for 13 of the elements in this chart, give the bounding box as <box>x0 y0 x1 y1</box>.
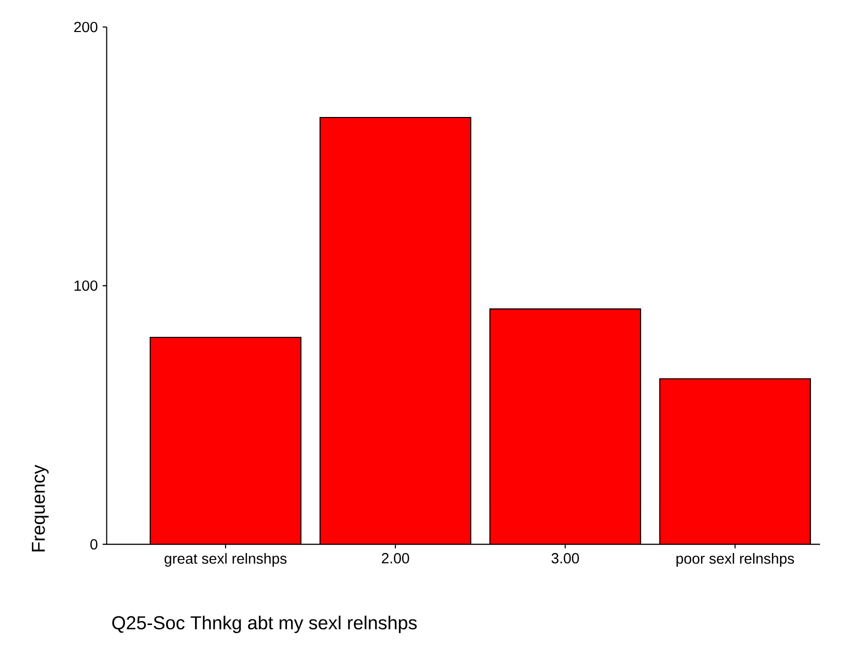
bar <box>490 308 641 544</box>
x-tick-label: 2.00 <box>382 553 410 564</box>
x-tick-label: great sexl relnshps <box>164 553 287 567</box>
y-tick-label: 100 <box>74 280 98 291</box>
y-tick-label: 200 <box>74 22 98 32</box>
bar <box>150 337 301 544</box>
x-axis-title: Q25-Soc Thnkg abt my sexl relnshps <box>112 616 417 634</box>
x-tick-label: poor sexl relnshps <box>676 553 794 567</box>
y-axis-title: Frequency <box>32 464 49 552</box>
bar <box>659 378 811 544</box>
y-tick-label: 0 <box>90 539 98 550</box>
bar <box>320 118 471 544</box>
x-tick-label: 3.00 <box>552 553 579 564</box>
